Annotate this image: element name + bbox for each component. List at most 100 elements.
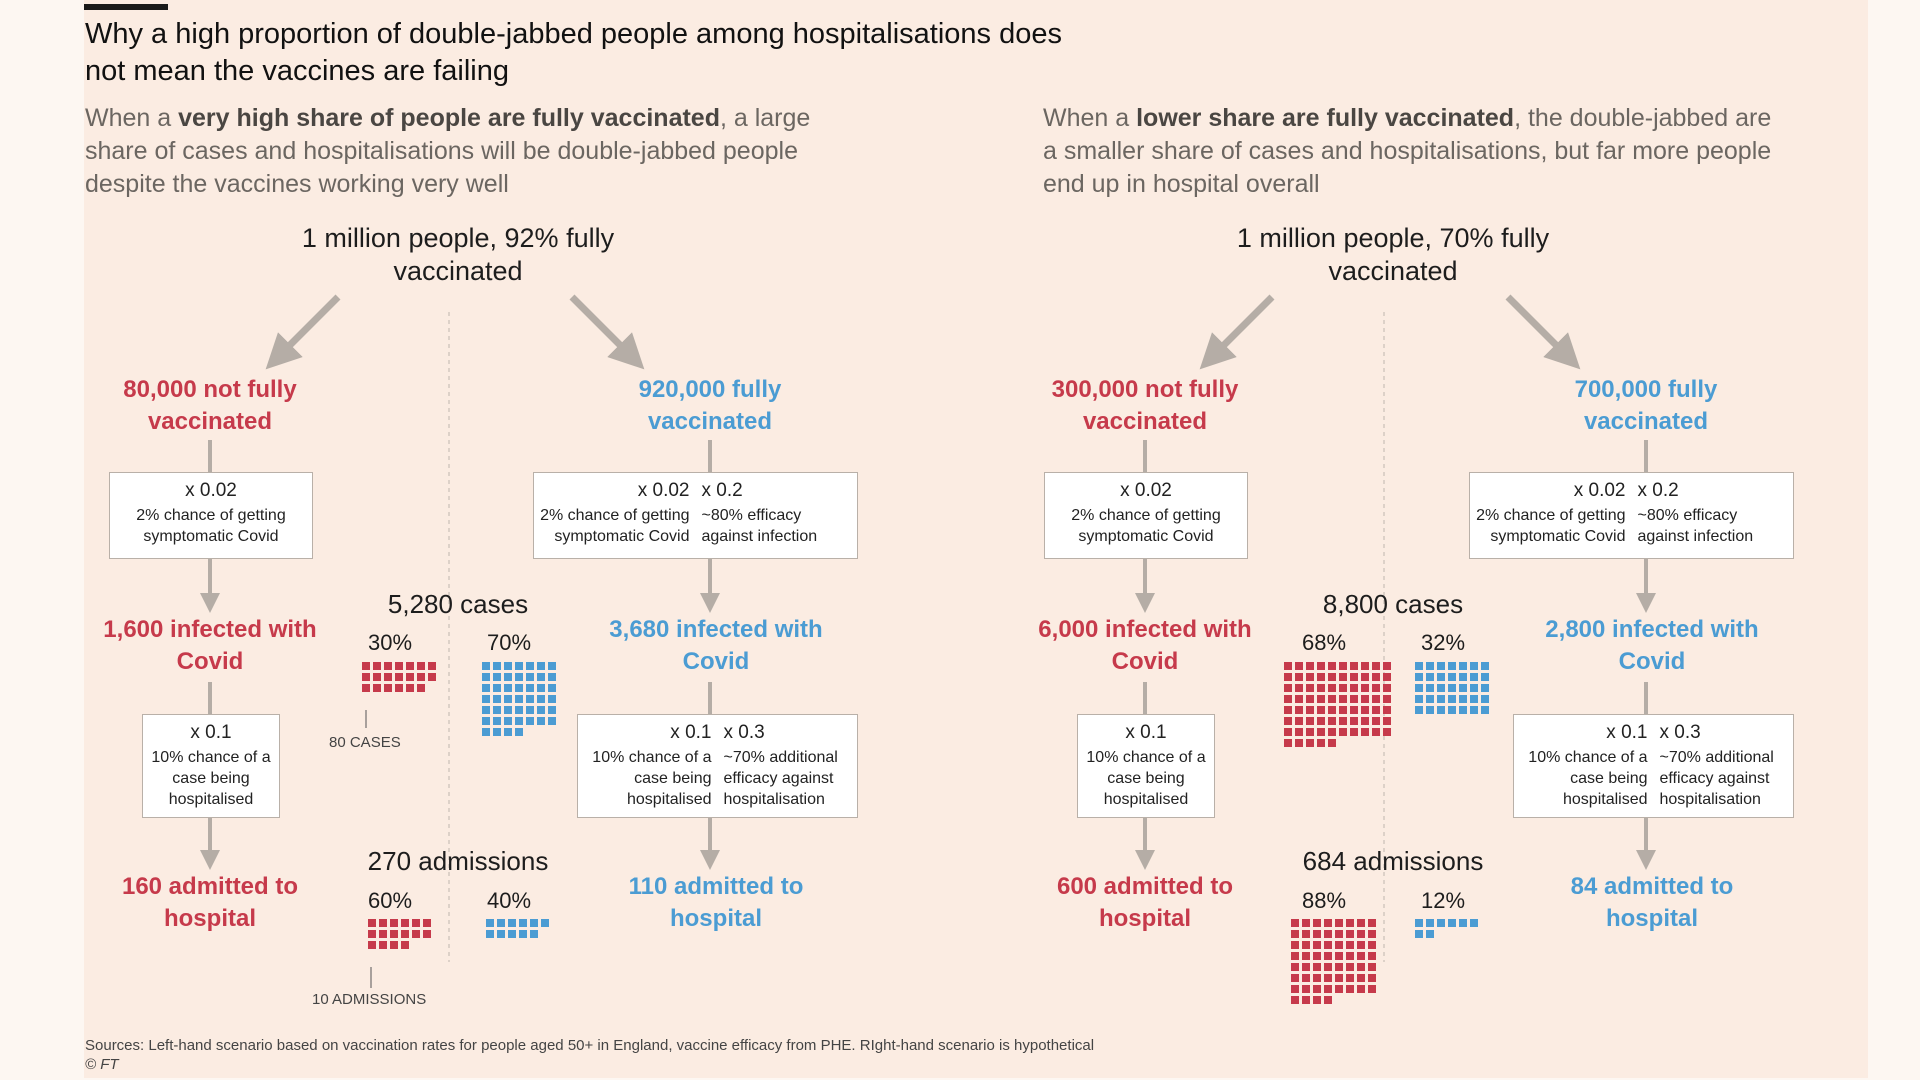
waffle-square <box>1313 930 1321 938</box>
waffle-square <box>504 728 512 736</box>
waffle-square <box>1335 985 1343 993</box>
waffle-square <box>401 930 409 938</box>
waffle-square <box>384 662 392 670</box>
waffle-square <box>1459 673 1467 681</box>
waffle-square <box>1350 706 1358 714</box>
left-unvax-group: 80,000 not fully vaccinated <box>123 376 297 435</box>
waffle-square <box>368 919 376 927</box>
waffle-square <box>1368 974 1376 982</box>
box-text: 10% chance of a case being hospitalised <box>151 749 271 808</box>
waffle-square <box>1415 919 1423 927</box>
waffle-square <box>1313 985 1321 993</box>
waffle-square <box>1481 706 1489 714</box>
waffle-square <box>1324 919 1332 927</box>
waffle-square <box>1426 919 1434 927</box>
waffle-square <box>1357 919 1365 927</box>
waffle-square <box>368 930 376 938</box>
waffle-square <box>1368 941 1376 949</box>
waffle-square <box>482 706 490 714</box>
right-vax-hospital-box: x 0.1 10% chance of a case being hospital… <box>1513 714 1794 818</box>
arrow-right-unvax <box>1199 294 1275 370</box>
waffle-square <box>493 662 501 670</box>
waffle-square <box>1291 930 1299 938</box>
waffle-square <box>1372 673 1380 681</box>
waffle-square <box>1295 728 1303 736</box>
waffle-square <box>486 919 494 927</box>
waffle-square <box>497 930 505 938</box>
waffle-square <box>1357 952 1365 960</box>
multiplier: x 0.3 <box>723 722 765 743</box>
waffle-square <box>482 695 490 703</box>
left-root-label: 1 million people, 92% fully vaccinated <box>301 223 615 286</box>
left-adm-note: 10 ADMISSIONS <box>312 991 427 1008</box>
waffle-square <box>1459 684 1467 692</box>
waffle-square <box>428 662 436 670</box>
multiplier: x 0.1 <box>190 722 232 743</box>
waffle-square <box>1361 717 1369 725</box>
waffle-square <box>1284 662 1292 670</box>
waffle-square <box>1306 662 1314 670</box>
right-unvax-infection-box: x 0.02 2% chance of getting symptomatic C… <box>1044 472 1248 559</box>
right-cases-unvax-pct: 68% <box>1301 630 1347 655</box>
waffle-square <box>384 684 392 692</box>
waffle-square <box>1339 673 1347 681</box>
waffle-square <box>1324 941 1332 949</box>
waffle-square <box>1346 985 1354 993</box>
right-vax-admitted: 84 admitted to hospital <box>1570 873 1734 932</box>
waffle-square <box>493 695 501 703</box>
waffle-square <box>1339 717 1347 725</box>
waffle-square <box>482 717 490 725</box>
waffle-square <box>1317 673 1325 681</box>
waffle-square <box>548 706 556 714</box>
waffle-square <box>504 684 512 692</box>
waffle-square <box>1470 919 1478 927</box>
multiplier: x 0.02 <box>1120 480 1172 501</box>
waffle-square <box>1291 919 1299 927</box>
box-text: 2% chance of getting symptomatic Covid <box>540 507 690 545</box>
waffle-square <box>1448 919 1456 927</box>
left-vax-infection-box: x 0.02 2% chance of getting symptomatic C… <box>533 472 858 559</box>
waffle-square <box>1306 706 1314 714</box>
waffle-square <box>1324 963 1332 971</box>
waffle-square <box>548 684 556 692</box>
waffle-square <box>530 930 538 938</box>
waffle-square <box>1328 706 1336 714</box>
waffle-square <box>1306 695 1314 703</box>
box-text: ~70% additional efficacy against hospita… <box>1659 749 1774 808</box>
chart-title: Why a high proportion of double-jabbed p… <box>85 18 1062 87</box>
waffle-square <box>1313 963 1321 971</box>
waffle-square <box>1426 706 1434 714</box>
source-note: Sources: Left-hand scenario based on vac… <box>85 1036 1094 1074</box>
waffle-square <box>1302 930 1310 938</box>
right-adm-unvax-pct: 88% <box>1301 888 1347 913</box>
waffle-square <box>504 662 512 670</box>
waffle-square <box>1313 941 1321 949</box>
right-unvax-infected: 6,000 infected with Covid <box>1038 616 1252 675</box>
waffle-square <box>412 919 420 927</box>
arrow-left-unvax <box>265 294 341 370</box>
waffle-square <box>1346 941 1354 949</box>
waffle-square <box>541 919 549 927</box>
waffle-square <box>1372 728 1380 736</box>
waffle-square <box>423 930 431 938</box>
waffle-square <box>1470 673 1478 681</box>
waffle-square <box>515 695 523 703</box>
waffle-square <box>1437 673 1445 681</box>
waffle-square <box>548 695 556 703</box>
waffle-square <box>401 919 409 927</box>
waffle-square <box>417 662 425 670</box>
waffle-square <box>1357 985 1365 993</box>
waffle-square <box>1470 706 1478 714</box>
arrow-right-vax <box>1505 294 1581 370</box>
waffle-square <box>1372 662 1380 670</box>
waffle-square <box>519 930 527 938</box>
waffle-square <box>1346 919 1354 927</box>
waffle-square <box>1361 684 1369 692</box>
waffle-square <box>1346 930 1354 938</box>
waffle-square <box>417 684 425 692</box>
waffle-square <box>493 706 501 714</box>
waffle-square <box>1291 974 1299 982</box>
waffle-square <box>1339 695 1347 703</box>
waffle-square <box>1426 695 1434 703</box>
waffle-square <box>395 684 403 692</box>
